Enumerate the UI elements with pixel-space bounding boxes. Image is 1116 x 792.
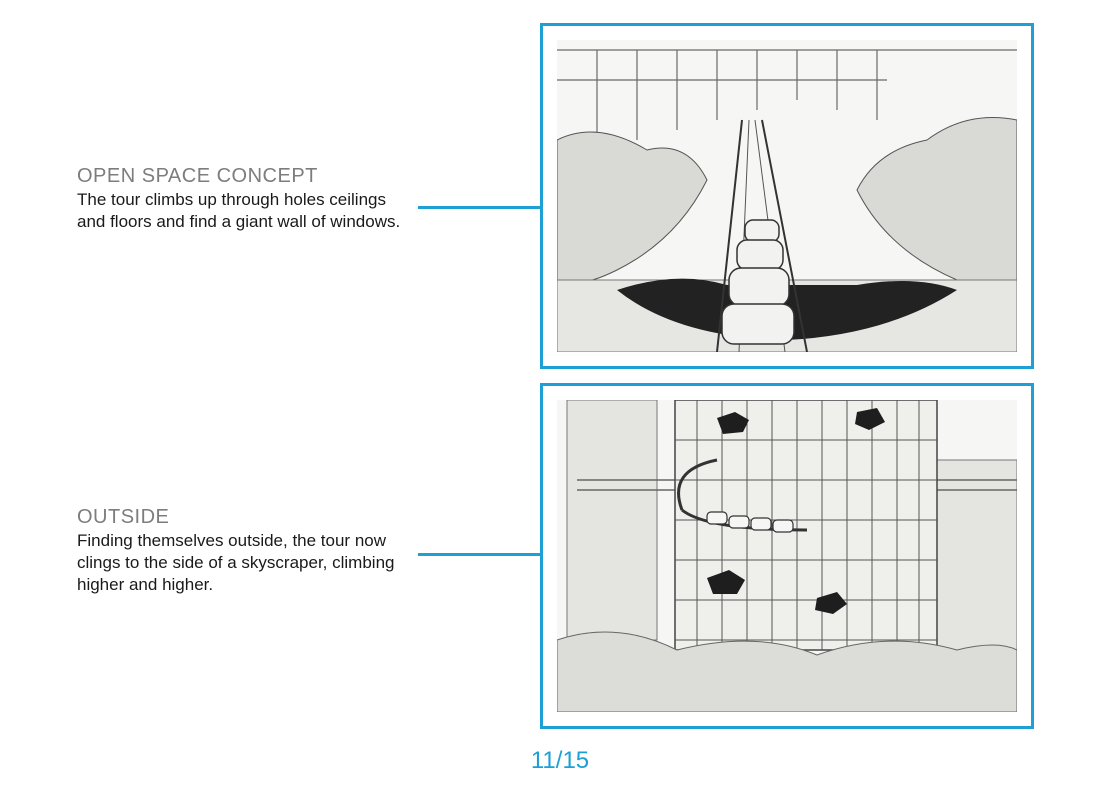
panel-2-connector xyxy=(418,553,542,556)
panel-2-title: OUTSIDE xyxy=(77,506,170,528)
outside-sketch xyxy=(557,400,1017,712)
panel-2-caption: OUTSIDE Finding themselves outside, the … xyxy=(77,506,407,596)
panel-2-frame xyxy=(540,383,1034,729)
panel-2-description: Finding themselves outside, the tour now… xyxy=(77,531,395,594)
page-number: 11/15 xyxy=(530,747,590,774)
panel-1-description: The tour climbs up through holes ceiling… xyxy=(77,190,401,231)
panel-1-title: OPEN SPACE CONCEPT xyxy=(77,165,318,187)
open-space-sketch xyxy=(557,40,1017,352)
panel-1-frame xyxy=(540,23,1034,369)
panel-1-connector xyxy=(418,206,542,209)
panel-1-caption: OPEN SPACE CONCEPT The tour climbs up th… xyxy=(77,165,407,233)
